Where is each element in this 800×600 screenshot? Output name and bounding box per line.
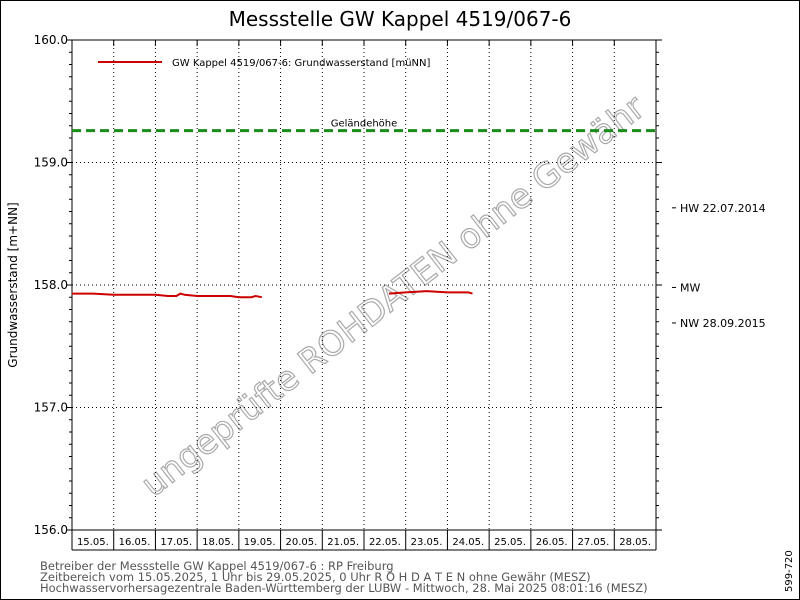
marker-label: NW 28.09.2015 xyxy=(680,317,766,330)
x-tick-label: 24.05. xyxy=(452,537,484,548)
legend-label: GW Kappel 4519/067-6: Grundwasserstand [… xyxy=(172,58,430,69)
y-tick-label: 156.0 xyxy=(34,523,68,537)
x-tick-label: 21.05. xyxy=(327,537,359,548)
series-layer xyxy=(72,290,473,299)
gelaende-label: Geländehöhe xyxy=(331,119,398,130)
x-tick-label: 15.05. xyxy=(77,537,109,548)
x-tick-label: 18.05. xyxy=(202,537,234,548)
grid-lines xyxy=(71,40,657,530)
x-tick-labels: 15.05. 16.05. 17.05. 18.05. 19.05. 20.05. 21.0… xyxy=(71,530,657,551)
x-tick-label: 20.05. xyxy=(286,537,318,548)
y-tick-labels: 156.0 157.0 158.0 159.0 160.0 xyxy=(34,33,662,537)
marker-label: MW xyxy=(680,281,700,294)
series-line xyxy=(72,292,262,299)
y-axis-label: Grundwasserstand [m+NN] xyxy=(6,202,20,367)
side-code: 599-720 xyxy=(784,550,795,592)
x-tick-label: 16.05. xyxy=(119,537,151,548)
marker-label: HW 22.07.2014 xyxy=(680,202,766,215)
footer-line-3: Hochwasservorhersagezentrale Baden-Württ… xyxy=(40,581,648,595)
x-tick-label: 26.05. xyxy=(536,537,568,548)
series-line xyxy=(388,290,473,295)
y-tick-label: 159.0 xyxy=(34,156,68,170)
x-tick-label: 27.05. xyxy=(578,537,610,548)
y-tick-label: 158.0 xyxy=(34,278,68,292)
chart-title: Messstelle GW Kappel 4519/067-6 xyxy=(229,7,572,31)
x-tick-label: 17.05. xyxy=(160,537,192,548)
y-tick-label: 157.0 xyxy=(34,401,68,415)
x-tick-label: 19.05. xyxy=(244,537,276,548)
x-tick-label: 28.05. xyxy=(619,537,651,548)
footer-line-1: Betreiber der Messstelle GW Kappel 4519/… xyxy=(40,559,394,573)
x-tick-label: 22.05. xyxy=(369,537,401,548)
x-tick-label: 25.05. xyxy=(494,537,526,548)
footer-line-2: Zeitbereich vom 15.05.2025, 1 Uhr bis 29… xyxy=(40,570,591,584)
y-tick-label: 160.0 xyxy=(34,33,68,47)
x-tick-label: 23.05. xyxy=(411,537,443,548)
right-markers: HW 22.07.2014 MW NW 28.09.2015 xyxy=(672,202,766,330)
